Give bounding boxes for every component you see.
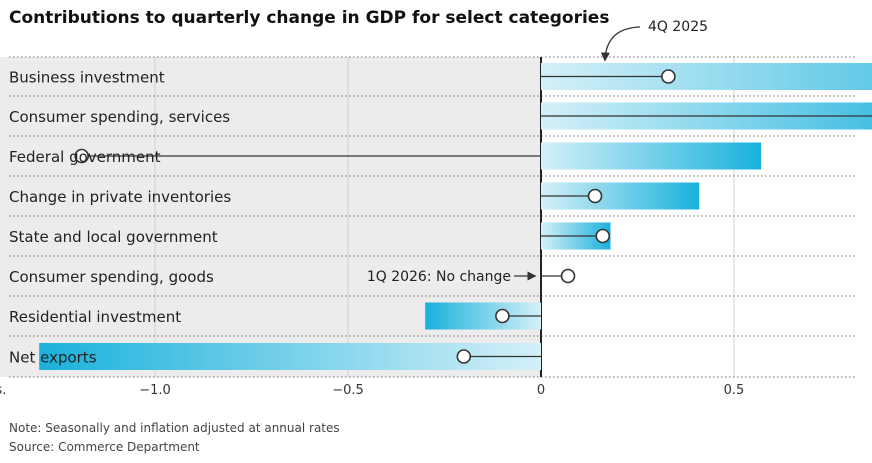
x-tick-label-2: −0.5 [332, 383, 364, 398]
marker-point-7 [456, 349, 472, 364]
x-tick-label-4: 0.5 [724, 383, 745, 398]
marker-point-2 [74, 148, 89, 164]
marker-point-6 [495, 308, 510, 324]
x-tick-label-0: −1.5 pct. pts. [0, 383, 6, 398]
chart-title: Contributions to quarterly change in GDP… [9, 8, 610, 28]
category-label-5: Consumer spending, goods [9, 268, 214, 286]
marker-point-3 [587, 188, 603, 204]
previous-callout-arrow [600, 26, 641, 62]
marker-point-4 [595, 228, 611, 244]
no-change-annotation: 1Q 2026: No change [367, 269, 511, 285]
source-text: Source: Commerce Department [9, 440, 200, 454]
category-label-6: Residential investment [9, 308, 181, 326]
bar-2 [541, 142, 762, 170]
category-label-7: Net exports [9, 349, 97, 367]
category-label-4: State and local government [9, 228, 218, 246]
marker-point-5 [560, 268, 576, 284]
marker-point-0 [661, 69, 676, 84]
x-tick-label-1: −1.0 [139, 383, 171, 398]
x-tick-label-3: 0 [537, 383, 545, 398]
category-label-1: Consumer spending, services [9, 108, 230, 126]
note-text: Note: Seasonally and inflation adjusted … [9, 421, 340, 435]
category-label-3: Change in private inventories [9, 188, 231, 206]
category-label-0: Business investment [9, 69, 165, 87]
category-label-2: Federal government [9, 148, 161, 166]
series-label-previous: 4Q 2025 [648, 19, 708, 35]
